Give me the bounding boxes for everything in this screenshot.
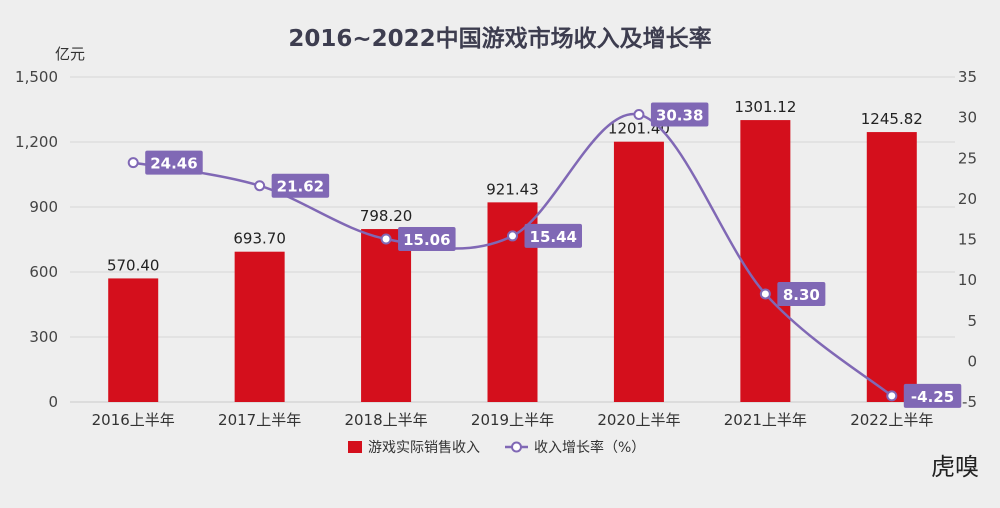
bar-data-label: 1301.12 — [734, 98, 796, 116]
bar — [234, 251, 285, 402]
right-tick-label: 10 — [958, 271, 977, 289]
left-tick-label: 0 — [48, 393, 58, 411]
bar — [108, 278, 159, 402]
line-series: 24.46 21.62 15.06 15.44 30.38 8.30 -4.25 — [127, 102, 962, 408]
bar-data-label: 570.40 — [107, 256, 160, 274]
right-tick-label: 30 — [958, 109, 977, 127]
right-tick-label: -5 — [962, 393, 977, 411]
line-point — [886, 390, 898, 402]
legend-line-label: 收入增长率（%） — [534, 439, 645, 456]
bar-data-label: 1245.82 — [861, 110, 923, 128]
left-tick-label: 300 — [29, 328, 58, 346]
line-point — [380, 233, 392, 245]
line-point — [633, 109, 645, 121]
line-label-box — [777, 281, 826, 306]
legend-bar-label: 游戏实际销售收入 — [368, 440, 480, 456]
chart-title: 2016~2022中国游戏市场收入及增长率 — [288, 25, 711, 52]
category-label: 2019上半年 — [471, 411, 554, 429]
left-tick-label: 1,200 — [15, 133, 58, 151]
bar-data-label: 921.43 — [486, 180, 539, 198]
legend-bar-swatch — [348, 441, 362, 453]
line-label-box — [271, 173, 330, 198]
line-data-label: 30.38 — [656, 107, 703, 125]
legend: 游戏实际销售收入 收入增长率（%） — [348, 439, 645, 456]
bar — [866, 132, 917, 402]
category-label: 2021上半年 — [724, 411, 807, 429]
line-data-label: 21.62 — [277, 178, 324, 196]
bar — [613, 141, 664, 403]
right-tick-label: 0 — [967, 352, 977, 370]
line-label-box — [524, 223, 582, 248]
line-label-box — [145, 150, 203, 175]
right-tick-label: 15 — [958, 231, 977, 249]
right-tick-label: 35 — [958, 68, 977, 86]
category-label: 2016上半年 — [92, 411, 175, 429]
left-tick-label: 600 — [29, 263, 58, 281]
category-label: 2018上半年 — [344, 411, 427, 429]
line-label-box — [650, 102, 709, 127]
left-tick-label: 900 — [29, 198, 58, 216]
bar — [740, 120, 791, 402]
line-data-label: 24.46 — [150, 155, 197, 173]
line-data-label: 15.44 — [530, 228, 577, 246]
watermark-logo: 虎嗅 — [931, 453, 979, 481]
line-label-box — [903, 383, 962, 408]
line-point — [127, 157, 139, 169]
line-point — [254, 180, 266, 192]
axis-labels: 0 300 600 900 1,200 1,500 -5 0 5 10 15 20 25 30 35 2016… — [15, 68, 977, 429]
line-label-box — [398, 227, 456, 252]
left-axis-unit: 亿元 — [55, 45, 85, 63]
line-data-label: 8.30 — [783, 286, 820, 304]
line-point — [507, 230, 518, 242]
line-data-label: 15.06 — [403, 231, 450, 249]
left-tick-label: 1,500 — [15, 68, 58, 86]
bar-data-label: 693.70 — [233, 230, 286, 248]
bar — [361, 229, 412, 402]
bar-series: 570.40693.70798.20921.431201.401301.1212… — [107, 98, 923, 403]
legend-line-marker — [511, 441, 522, 453]
category-label: 2017上半年 — [218, 411, 301, 429]
right-tick-label: 20 — [958, 190, 977, 208]
bar-data-label: 798.20 — [360, 207, 413, 225]
line-point — [759, 288, 771, 300]
line-data-label: -4.25 — [911, 388, 954, 406]
category-label: 2022上半年 — [850, 411, 933, 429]
right-tick-label: 25 — [958, 149, 977, 167]
right-tick-label: 5 — [967, 312, 977, 330]
category-label: 2020上半年 — [597, 411, 680, 429]
